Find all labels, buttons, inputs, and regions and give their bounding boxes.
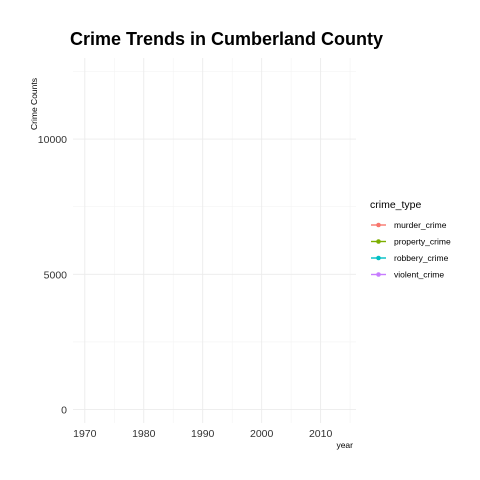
legend-label: property_crime <box>394 237 451 247</box>
x-tick-label: 2000 <box>250 428 274 440</box>
chart-title: Crime Trends in Cumberland County <box>70 29 383 49</box>
x-tick-label: 1990 <box>191 428 215 440</box>
y-axis-title: Crime Counts <box>29 78 39 130</box>
grid-lines <box>73 58 356 423</box>
y-tick-labels: 0 5000 10000 <box>38 134 67 416</box>
legend-title: crime_type <box>370 199 422 211</box>
y-tick-label: 5000 <box>44 269 68 281</box>
legend-item: robbery_crime <box>371 253 449 263</box>
legend-label: violent_crime <box>394 270 444 280</box>
x-tick-label: 2010 <box>309 428 333 440</box>
legend-key-point <box>376 255 381 261</box>
legend-label: robbery_crime <box>394 253 449 263</box>
legend-label: murder_crime <box>394 220 447 230</box>
legend-item: violent_crime <box>371 270 444 280</box>
legend-key-point <box>376 222 381 228</box>
legend-items: murder_crime property_crime robbery_crimev… <box>371 220 451 280</box>
y-tick-label: 0 <box>61 404 67 416</box>
legend: crime_type murder_crime property_crimerob… <box>370 199 451 280</box>
x-tick-labels: 1970 1980 1990 2000 2010 <box>73 428 332 440</box>
legend-key-point <box>376 272 381 277</box>
legend-item: property_crime <box>371 237 451 247</box>
x-tick-label: 1970 <box>73 428 97 440</box>
legend-key-point <box>376 239 381 244</box>
x-axis-title: year <box>336 440 353 450</box>
x-tick-label: 1980 <box>132 428 156 440</box>
legend-item: murder_crime <box>371 220 447 230</box>
y-tick-label: 10000 <box>38 134 67 146</box>
